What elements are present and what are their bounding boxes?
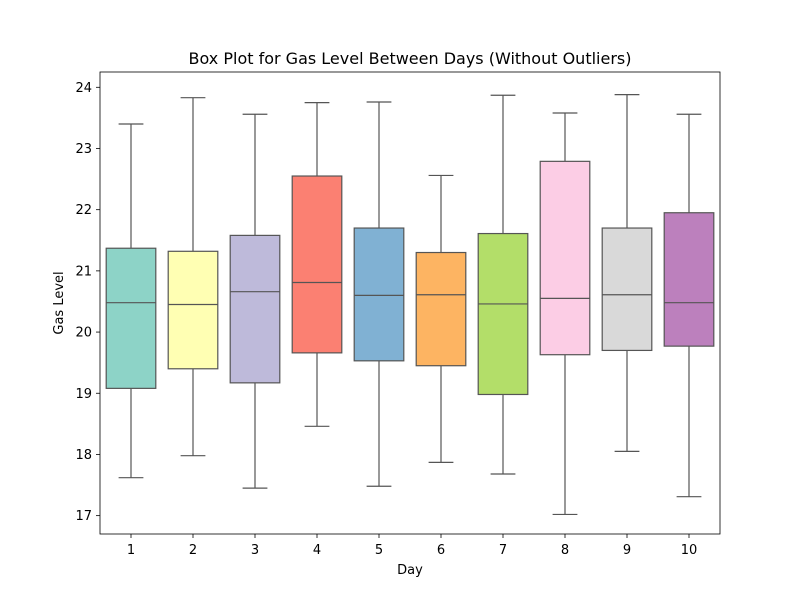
x-tick-label: 6 bbox=[437, 543, 445, 558]
y-tick-label: 20 bbox=[75, 326, 92, 341]
x-tick-label: 8 bbox=[561, 543, 569, 558]
y-tick-label: 23 bbox=[75, 142, 92, 157]
box-day-5 bbox=[353, 227, 405, 362]
x-tick-label: 1 bbox=[127, 543, 135, 558]
x-tick-label: 3 bbox=[251, 543, 259, 558]
box-day-10 bbox=[663, 212, 715, 347]
y-tick-label: 17 bbox=[75, 509, 92, 524]
box-day-3 bbox=[229, 234, 281, 384]
y-tick-label: 19 bbox=[75, 387, 92, 402]
x-tick-label: 4 bbox=[313, 543, 321, 558]
x-axis-label: Day bbox=[397, 563, 423, 578]
box-day-4 bbox=[291, 175, 343, 354]
box-day-8 bbox=[539, 160, 591, 356]
box-day-6 bbox=[415, 251, 467, 367]
x-tick-label: 5 bbox=[375, 543, 383, 558]
box-day-1 bbox=[105, 247, 157, 389]
y-tick-label: 21 bbox=[75, 264, 92, 279]
box-day-9 bbox=[601, 227, 653, 352]
x-tick-label: 9 bbox=[623, 543, 631, 558]
box-day-7 bbox=[477, 232, 529, 396]
y-axis-label: Gas Level bbox=[52, 271, 67, 334]
y-tick-label: 24 bbox=[75, 81, 92, 96]
box-day-2 bbox=[167, 250, 219, 370]
y-tick-label: 22 bbox=[75, 203, 92, 218]
plot-frame bbox=[99, 71, 721, 535]
y-tick-label: 18 bbox=[75, 448, 92, 463]
x-tick-label: 7 bbox=[499, 543, 507, 558]
chart-title: Box Plot for Gas Level Between Days (Wit… bbox=[189, 49, 632, 68]
x-tick-label: 2 bbox=[189, 543, 197, 558]
x-tick-label: 10 bbox=[681, 543, 698, 558]
